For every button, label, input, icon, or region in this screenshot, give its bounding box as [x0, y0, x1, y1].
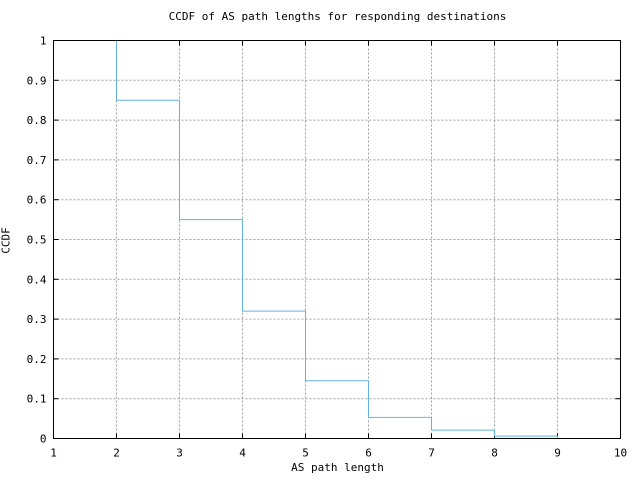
y-tick-label: 0.2: [27, 353, 47, 366]
y-tick-label: 0.6: [27, 194, 47, 207]
chart-title: CCDF of AS path lengths for responding d…: [168, 10, 507, 23]
y-tick-label: 0.8: [27, 114, 47, 127]
y-tick-label: 0.5: [27, 234, 47, 247]
x-tick-label: 7: [428, 447, 435, 460]
y-tick-label: 1: [40, 35, 47, 48]
plot-border: [53, 40, 621, 439]
x-tick-label: 3: [176, 447, 183, 460]
x-tick-label: 6: [365, 447, 372, 460]
y-tick-label: 0.7: [27, 154, 47, 167]
y-tick-label: 0.4: [27, 273, 47, 286]
x-axis-label: AS path length: [291, 461, 384, 474]
x-tick-label: 4: [239, 447, 246, 460]
x-tick-label: 1: [50, 447, 57, 460]
x-tick-label: 2: [113, 447, 120, 460]
x-tick-label: 9: [554, 447, 561, 460]
ccdf-curve: [116, 40, 558, 439]
y-axis-label: CCDF: [0, 227, 13, 254]
y-tick-label: 0.3: [27, 313, 47, 326]
y-tick-label: 0.9: [27, 74, 47, 87]
x-tick-label: 5: [302, 447, 309, 460]
y-tick-label: 0: [40, 433, 47, 446]
x-tick-label: 8: [491, 447, 498, 460]
x-tick-label: 10: [614, 447, 627, 460]
y-tick-label: 0.1: [27, 393, 47, 406]
